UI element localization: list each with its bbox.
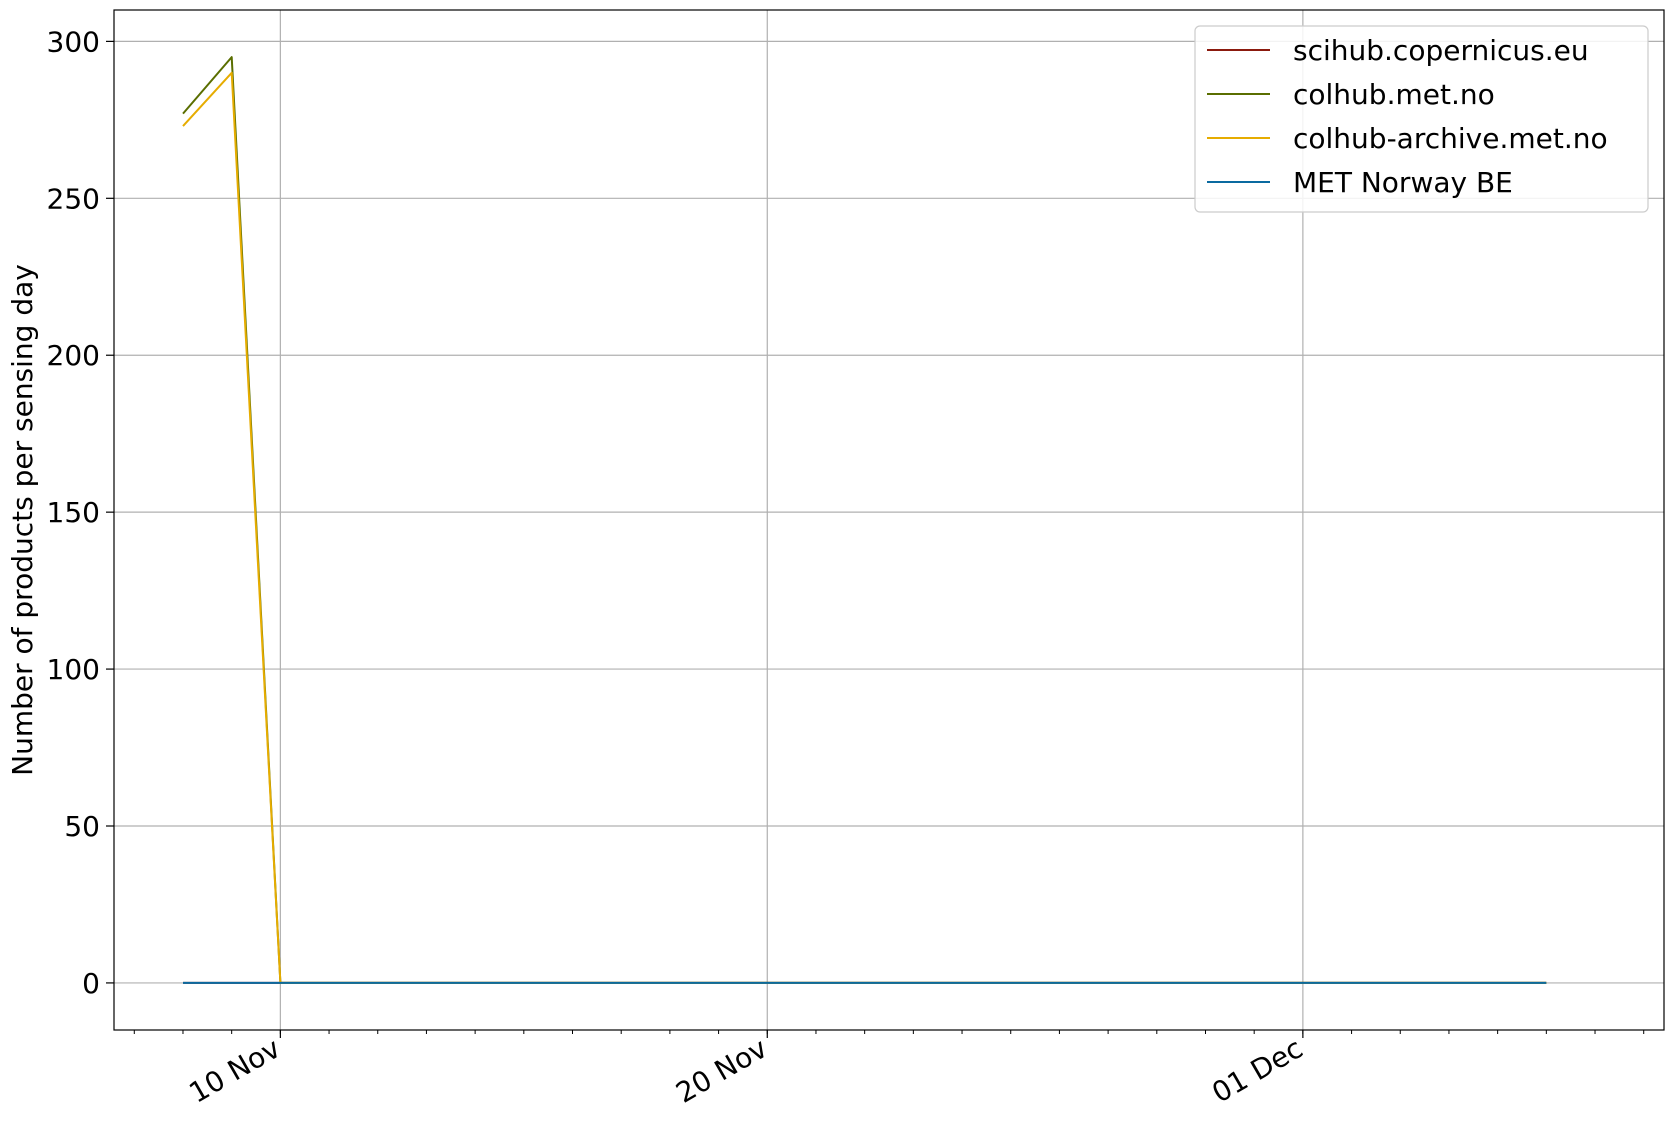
y-axis-label: Number of products per sensing day: [6, 264, 39, 776]
x-tick-label: 01 Dec: [1206, 1031, 1308, 1109]
legend-label: colhub-archive.met.no: [1293, 122, 1608, 155]
legend-label: scihub.copernicus.eu: [1293, 34, 1589, 67]
legend-frame: [1194, 25, 1649, 213]
y-axis-ticks: 0 50 100 150 200 250 300: [47, 25, 114, 1000]
y-tick-label: 50: [64, 810, 100, 843]
legend: scihub.copernicus.eu colhub.met.no colhub-…: [1194, 25, 1649, 213]
grid: [114, 10, 1664, 1030]
legend-label: MET Norway BE: [1293, 166, 1513, 199]
legend-label: colhub.met.no: [1293, 78, 1495, 111]
y-tick-label: 150: [47, 496, 100, 529]
plot-frame: [113, 9, 1665, 1031]
x-tick-label: 20 Nov: [670, 1031, 772, 1109]
x-tick-label: 10 Nov: [183, 1031, 285, 1109]
y-tick-label: 300: [47, 25, 100, 58]
y-tick-label: 0: [82, 967, 100, 1000]
series-lines: [182, 56, 1547, 984]
x-axis-ticks: 10 Nov 20 Nov 01 Dec: [133, 1030, 1645, 1110]
y-tick-label: 100: [47, 653, 100, 686]
y-tick-label: 250: [47, 182, 100, 215]
y-tick-label: 200: [47, 339, 100, 372]
